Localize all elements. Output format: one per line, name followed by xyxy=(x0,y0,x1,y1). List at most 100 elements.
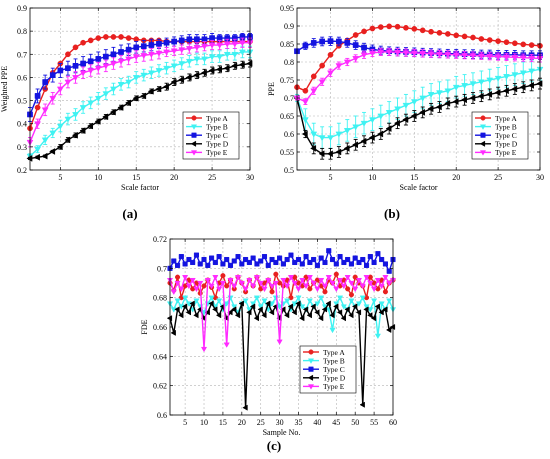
panel-c-point xyxy=(386,298,393,304)
panel-a-point xyxy=(223,64,230,72)
panel-a-y-tick-label: 0.9 xyxy=(17,4,27,13)
panel-c-point xyxy=(193,286,200,293)
panel-c-point xyxy=(185,309,191,316)
panel-b-x-tick-label: 15 xyxy=(410,173,418,182)
panel-b-point xyxy=(470,34,476,41)
panel-b-point xyxy=(419,51,427,57)
panel-c-point xyxy=(216,254,222,260)
panel-a-x-tick-label: 5 xyxy=(58,173,62,182)
panel-a-point xyxy=(216,35,223,41)
panel-a-point xyxy=(155,68,163,75)
panel-a-point xyxy=(118,49,124,55)
panel-b-point xyxy=(352,42,359,48)
panel-c-point xyxy=(208,295,215,301)
panel-b-point xyxy=(435,103,442,111)
panel-a-point xyxy=(94,65,102,72)
panel-b-point xyxy=(368,50,376,57)
panel-b-point xyxy=(318,135,326,142)
panel-c-point xyxy=(359,295,366,301)
panel-c-point xyxy=(386,280,393,287)
panel-c-point xyxy=(280,306,286,313)
panel-c-point xyxy=(340,283,347,290)
panel-a-point xyxy=(231,51,239,58)
panel-a-point xyxy=(156,41,162,47)
panel-b-y-tick-label: 0.6 xyxy=(284,130,294,139)
panel-b-point xyxy=(394,23,401,30)
panel-a-point xyxy=(80,39,86,46)
panel-b-point xyxy=(402,116,409,124)
panel-a-point xyxy=(103,53,109,60)
panel-c-point xyxy=(212,275,219,281)
panel-c-point xyxy=(329,327,336,334)
panel-c-y-tick-label: 0.62 xyxy=(153,382,167,391)
panel-c-point xyxy=(253,275,261,281)
panel-c-point xyxy=(265,262,271,268)
panel-a-point xyxy=(193,45,201,51)
panel-a-point xyxy=(117,104,124,111)
panel-c-point xyxy=(212,259,218,266)
panel-c-y-tick-label: 0.7 xyxy=(157,264,167,273)
panel-c-x-tick-label: 15 xyxy=(219,418,227,427)
panel-c-point xyxy=(189,300,195,307)
panel-b-point xyxy=(377,130,384,138)
panel-b-point xyxy=(444,88,452,95)
panel-b-y-tick-label: 0.8 xyxy=(284,58,294,67)
panel-b-point xyxy=(452,84,460,91)
panel-c-point xyxy=(378,309,384,316)
panel-b-legend-label: Type A xyxy=(495,114,517,123)
panel-c-point xyxy=(367,280,374,287)
panel-a-point xyxy=(148,42,155,48)
panel-c-point xyxy=(307,286,313,292)
panel-c-point xyxy=(235,254,241,260)
panel-c-point xyxy=(223,342,230,348)
panel-b-point xyxy=(427,51,435,58)
panel-c: 5 10 15 20 25 30 35 40 45 50 55 60 0.6 0.62 0.64 0.66 0.… xyxy=(140,235,397,453)
panel-b-legend-marker xyxy=(479,124,487,130)
panel-c-point xyxy=(382,275,389,281)
panel-b-point xyxy=(494,89,501,97)
panel-c-x-tick-label: 20 xyxy=(238,418,246,427)
panel-b-point xyxy=(310,131,318,138)
panel-a-y-tick-label: 0.5 xyxy=(17,97,27,106)
panel-c-point xyxy=(299,277,306,284)
panel-c-point xyxy=(234,275,242,281)
panel-b-point xyxy=(394,106,401,113)
panel-b-y-tick-label: 0.95 xyxy=(280,4,294,13)
panel-c-point xyxy=(269,289,275,295)
panel-a-point xyxy=(72,44,79,51)
panel-c-point xyxy=(378,301,385,307)
panel-b-x-tick-label: 30 xyxy=(536,173,544,182)
panel-c-point xyxy=(261,254,268,260)
panel-a-point xyxy=(186,36,193,43)
panel-a-point xyxy=(193,71,200,79)
panel-c-point xyxy=(208,300,214,307)
panel-c-point xyxy=(273,271,279,277)
panel-c-point xyxy=(246,277,253,284)
panel-b-legend-label: Type B xyxy=(495,122,517,131)
panel-b-point xyxy=(344,40,351,46)
panel-c-legend-marker xyxy=(308,366,314,372)
panel-a-point xyxy=(41,152,48,160)
panel-a-point xyxy=(155,85,162,93)
panel-a-point xyxy=(133,36,140,43)
panel-c-series-type-c xyxy=(167,248,396,274)
panel-a-point xyxy=(171,38,177,45)
panel-c-point xyxy=(284,256,290,263)
panel-c-point xyxy=(227,262,234,268)
panel-c-point xyxy=(317,315,324,322)
panel-a-point xyxy=(201,56,208,63)
panel-c-point xyxy=(322,289,328,295)
panel-a-legend-marker xyxy=(191,115,197,121)
panel-c-point xyxy=(348,292,354,298)
panel-a-x-tick-label: 20 xyxy=(170,173,178,182)
panel-c-point xyxy=(352,255,358,261)
panel-a-point xyxy=(231,41,239,48)
panel-b-point xyxy=(519,70,527,77)
panel-b-y-axis-label: PPE xyxy=(267,82,276,96)
panel-b-y-tick-label: 0.7 xyxy=(284,94,294,103)
panel-b-point xyxy=(419,95,427,102)
panel-b-point xyxy=(427,92,435,99)
panel-a-point xyxy=(200,69,207,77)
